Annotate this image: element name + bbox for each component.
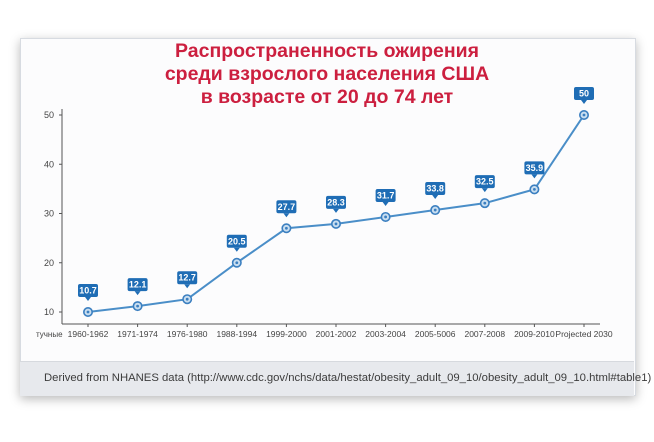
source-footer: Derived from NHANES data (http://www.cdc… bbox=[20, 361, 651, 396]
y-tick-label: 20 bbox=[44, 258, 54, 268]
chart-title: Распространенность ожирения среди взросл… bbox=[0, 40, 654, 109]
data-label-box bbox=[326, 195, 346, 209]
data-point-center bbox=[185, 297, 189, 301]
chart-title-line-2: среди взрослого населения США bbox=[164, 63, 490, 85]
x-tick-label: 2001-2002 bbox=[316, 329, 357, 339]
data-point-center bbox=[384, 215, 387, 219]
data-label-box bbox=[226, 234, 247, 248]
data-label: 12.1 bbox=[129, 280, 147, 290]
data-label-pointer bbox=[581, 100, 587, 104]
y-tick-label: 30 bbox=[44, 209, 54, 219]
chart-axes: 10 20 30 40 50 тучные 1960-1962 1971-1974 1976-1… bbox=[36, 109, 613, 339]
data-label-box bbox=[177, 271, 198, 285]
data-point-center bbox=[334, 222, 338, 226]
x-tick-label: 1960-1962 bbox=[68, 329, 109, 339]
x-tick-label: 2007-2008 bbox=[464, 329, 505, 339]
data-label-box bbox=[524, 161, 545, 175]
data-label-box bbox=[375, 188, 396, 202]
data-label-pointer bbox=[382, 201, 389, 206]
data-label: 31.7 bbox=[377, 190, 395, 200]
data-point-center bbox=[235, 261, 239, 265]
x-tick-label: 1976-1980 bbox=[167, 329, 208, 339]
data-label: 35.9 bbox=[526, 163, 544, 173]
data-label: 28.3 bbox=[327, 197, 345, 207]
data-label: 10.7 bbox=[79, 286, 97, 296]
data-point-center bbox=[86, 310, 90, 314]
x-tick-label: Projected 2030 bbox=[555, 329, 612, 339]
y-tick-label: 40 bbox=[44, 159, 54, 169]
data-point-center bbox=[533, 187, 536, 191]
data-label-pointer bbox=[481, 188, 488, 193]
chart-frame bbox=[20, 38, 636, 396]
data-label-box bbox=[276, 200, 297, 214]
source-text: Derived from NHANES data (http://www.cdc… bbox=[44, 372, 652, 384]
y-tick-label: 50 bbox=[44, 110, 54, 120]
data-label: 20.5 bbox=[228, 236, 246, 246]
chart-series bbox=[83, 110, 589, 317]
data-label-box bbox=[127, 278, 148, 292]
data-label-box bbox=[78, 284, 98, 297]
data-label-pointer bbox=[432, 195, 439, 200]
data-label-box bbox=[425, 182, 446, 196]
data-label: 33.8 bbox=[426, 184, 444, 194]
data-label-pointer bbox=[184, 284, 191, 289]
y-tick-label: 10 bbox=[44, 307, 54, 317]
x-tick-label: 2005-5006 bbox=[415, 329, 456, 339]
x-tick-label: 1971-1974 bbox=[117, 329, 158, 339]
data-label-pointer bbox=[333, 208, 339, 213]
data-label: 32.5 bbox=[476, 177, 494, 187]
data-point-center bbox=[433, 208, 437, 212]
data-label-box bbox=[474, 175, 495, 189]
data-label-pointer bbox=[233, 247, 240, 252]
data-label-pointer bbox=[85, 297, 91, 301]
x-tick-label: 2009-2010 bbox=[514, 329, 555, 339]
x-tick-label: 1999-2000 bbox=[266, 329, 307, 339]
data-label-box bbox=[574, 87, 594, 100]
data-label: 27.7 bbox=[278, 202, 296, 212]
series-line bbox=[87, 114, 585, 313]
chart-title-line-1: Распространенность ожирения bbox=[175, 40, 479, 62]
chart-title-line-3: в возрасте от 20 до 74 лет bbox=[200, 86, 454, 108]
chart-data-labels: 10.7 12.1 12.7 20.5 27.7 28.3 31.7 33.8 32.5 35.9… bbox=[78, 87, 594, 301]
data-label-pointer bbox=[531, 174, 538, 179]
data-label: 12.7 bbox=[178, 273, 196, 283]
x-tick-label: 1988-1994 bbox=[216, 329, 257, 339]
data-point-center bbox=[285, 226, 288, 230]
x-tick-label: 2003-2004 bbox=[365, 329, 406, 339]
data-point-center bbox=[582, 113, 586, 117]
data-point-center bbox=[483, 201, 487, 205]
data-point-center bbox=[136, 304, 140, 308]
data-label: 50 bbox=[579, 89, 589, 99]
data-label-pointer bbox=[134, 291, 141, 296]
data-label-pointer bbox=[283, 213, 290, 218]
y-axis-note: тучные bbox=[36, 330, 63, 339]
